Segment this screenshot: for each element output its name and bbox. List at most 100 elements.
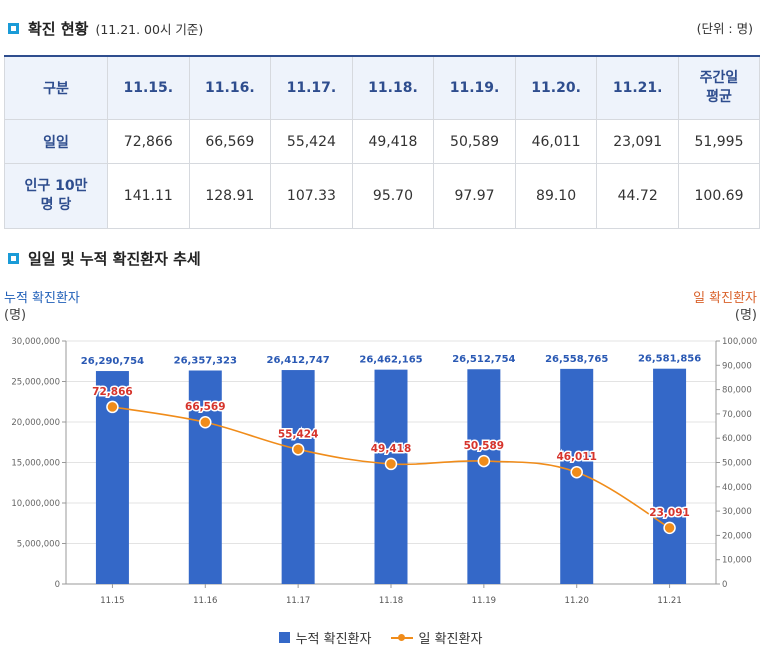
table-cell: 95.70 — [351, 163, 435, 229]
table-header-cell: 11.21. — [596, 55, 679, 120]
daily-data-label: 55,424 — [278, 428, 319, 440]
bar-data-label: 26,412,747 — [267, 355, 330, 366]
table-header-row: 구분 11.15. 11.16. 11.17. 11.18. 11.19. 11… — [4, 55, 760, 120]
bar-data-label: 26,462,165 — [359, 355, 422, 366]
right-axis-unit: (명) — [734, 308, 757, 323]
legend-item-daily: 일 확진환자 — [391, 628, 482, 647]
daily-point — [663, 521, 676, 535]
table-cell: 49,418 — [351, 119, 435, 164]
table-cell: 72,866 — [107, 119, 190, 164]
table-cell: 107.33 — [270, 163, 353, 229]
unit-label: (단위 : 명) — [696, 21, 753, 36]
bar — [281, 370, 315, 584]
daily-point — [199, 415, 212, 429]
daily-data-label: 49,418 — [371, 443, 412, 455]
table-row: 일일 72,866 66,569 55,424 49,418 50,589 46… — [4, 119, 760, 164]
left-tick-label: 15,000,000 — [11, 459, 60, 469]
table-header-cell: 11.18. — [351, 55, 435, 120]
table-header-cell: 구분 — [4, 55, 108, 120]
bar — [374, 369, 408, 584]
bar-data-label: 26,357,323 — [174, 356, 237, 367]
table-cell: 66,569 — [188, 119, 272, 164]
bar — [188, 370, 222, 584]
square-bullet-icon — [8, 253, 19, 264]
right-tick-label: 100,000 — [722, 337, 757, 347]
table-cell: 23,091 — [596, 119, 679, 164]
section-note: (11.21. 00시 기준) — [95, 22, 204, 37]
right-axis-title: 일 확진환자 (명) — [693, 290, 757, 324]
daily-data-label: 46,011 — [556, 451, 597, 463]
table-cell: 141.11 — [107, 163, 190, 229]
table-row: 인구 10만 명 당 141.11 128.91 107.33 95.70 97.… — [4, 163, 760, 229]
daily-data-label: 66,569 — [185, 401, 226, 413]
bar — [467, 369, 501, 584]
table-header-cell: 11.15. — [107, 55, 190, 120]
left-tick-label: 10,000,000 — [11, 499, 60, 509]
x-tick-label: 11.16 — [193, 596, 217, 606]
table-cell: 97.97 — [433, 163, 516, 229]
table-cell: 55,424 — [270, 119, 353, 164]
section-header-status: 확진 현황 (11.21. 00시 기준) — [8, 18, 203, 39]
legend-label: 일 확진환자 — [418, 632, 483, 647]
right-tick-label: 80,000 — [722, 386, 752, 396]
daily-point — [477, 454, 491, 468]
table-cell: 100.69 — [678, 163, 760, 229]
bar-data-label: 26,512,754 — [452, 354, 515, 365]
status-table: 구분 11.15. 11.16. 11.17. 11.18. 11.19. 11… — [4, 55, 760, 229]
right-tick-label: 30,000 — [722, 507, 752, 517]
x-tick-label: 11.17 — [286, 596, 310, 606]
daily-point — [384, 457, 398, 471]
table-header-cell: 11.20. — [514, 55, 598, 120]
x-tick-label: 11.15 — [100, 596, 124, 606]
right-tick-label: 90,000 — [722, 361, 752, 371]
daily-point — [106, 400, 119, 414]
daily-point — [291, 443, 305, 456]
section-header-trend: 일일 및 누적 확진환자 추세 — [8, 248, 201, 269]
right-axis-name: 일 확진환자 — [693, 291, 757, 306]
table-header-cell: 11.17. — [270, 55, 353, 120]
left-axis-title: 누적 확진환자 (명) — [4, 290, 80, 324]
bar — [653, 368, 687, 584]
legend-bar-swatch — [278, 632, 290, 643]
table-cell: 50,589 — [433, 119, 516, 164]
left-tick-label: 30,000,000 — [11, 337, 60, 347]
left-tick-label: 5,000,000 — [17, 540, 60, 550]
row-label: 인구 10만 명 당 — [4, 163, 108, 229]
left-axis-name: 누적 확진환자 — [4, 291, 80, 306]
table-header-cell: 주간일 평균 — [678, 55, 760, 120]
section-title: 확진 현황 — [28, 20, 89, 38]
legend-label: 누적 확진환자 — [295, 632, 372, 647]
right-tick-label: 60,000 — [722, 434, 752, 444]
legend-line-swatch — [391, 632, 414, 643]
square-bullet-icon — [8, 23, 19, 34]
right-tick-label: 0 — [722, 580, 727, 590]
daily-point — [570, 465, 583, 479]
x-tick-label: 11.20 — [565, 596, 589, 606]
left-tick-label: 20,000,000 — [11, 418, 60, 428]
bar-data-label: 26,290,754 — [81, 356, 144, 367]
right-tick-label: 20,000 — [722, 531, 752, 541]
table-header-cell: 11.19. — [433, 55, 516, 120]
x-tick-label: 11.18 — [379, 596, 403, 606]
left-axis-unit: (명) — [4, 308, 27, 323]
right-tick-label: 70,000 — [722, 410, 752, 420]
table-header-cell: 11.16. — [188, 55, 272, 120]
table-cell: 46,011 — [514, 119, 598, 164]
bar-data-label: 26,581,856 — [638, 354, 701, 365]
x-tick-label: 11.21 — [657, 596, 681, 606]
chart-legend: 누적 확진환자 일 확진환자 — [0, 628, 761, 647]
right-tick-label: 50,000 — [722, 459, 752, 469]
table-cell: 128.91 — [188, 163, 272, 229]
section-title: 일일 및 누적 확진환자 추세 — [28, 250, 201, 268]
legend-item-cumulative: 누적 확진환자 — [278, 628, 372, 647]
row-label: 일일 — [4, 119, 108, 164]
left-tick-label: 0 — [55, 580, 60, 590]
right-tick-label: 10,000 — [722, 556, 752, 566]
table-cell: 89.10 — [514, 163, 598, 229]
right-tick-label: 40,000 — [722, 483, 752, 493]
left-tick-label: 25,000,000 — [11, 378, 60, 388]
x-tick-label: 11.19 — [472, 596, 496, 606]
daily-data-label: 50,589 — [464, 440, 505, 452]
daily-data-label: 72,866 — [92, 386, 133, 398]
table-cell: 44.72 — [596, 163, 679, 229]
